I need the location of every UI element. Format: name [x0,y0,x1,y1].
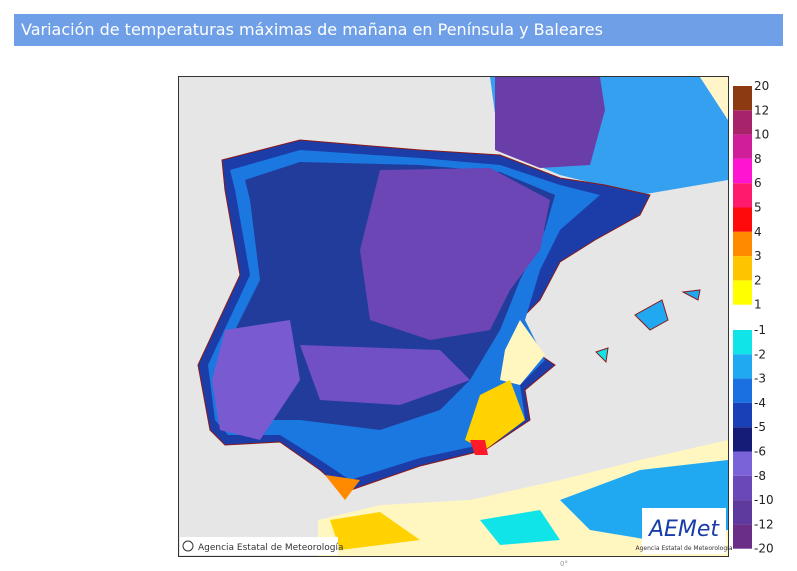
legend-label: 5 [754,201,762,215]
copyright-box: Agencia Estatal de Meteorología [180,537,344,555]
legend-swatch [733,207,752,232]
legend-label: 20 [754,79,769,93]
copyright: Agencia Estatal de Meteorología [198,543,344,553]
legend-label: -2 [754,347,766,361]
legend-swatch [733,86,752,111]
legend-swatch [733,158,752,184]
legend-swatch [733,256,752,281]
legend-label: -1 [754,323,766,337]
legend-swatch [733,330,752,355]
legend-label: 6 [754,176,762,190]
logo-text: AEMet [647,517,720,542]
logo-caption: Agencia Estatal de Meteorología [636,545,733,552]
legend-swatch [733,354,752,379]
legend-label: 8 [754,152,762,166]
legend-label: -5 [754,420,766,434]
legend-label: 10 [754,128,769,142]
legend-label: 1 [754,298,762,312]
legend-label: 2 [754,273,762,287]
legend-swatch [733,280,752,305]
legend-swatch [733,134,752,159]
france [490,77,728,195]
legend-label: -8 [754,469,766,483]
legend-label: -6 [754,445,766,459]
legend-label: -3 [754,372,766,386]
legend-swatch [733,378,752,403]
legend-label: -10 [754,493,774,507]
legend-label: 12 [754,103,769,117]
legend-swatch [733,451,752,476]
legend-label: 3 [754,249,762,263]
legend-swatch [733,427,752,452]
iberia [197,139,651,500]
balearic-islands [595,289,701,364]
africa [318,440,728,556]
legend-label: -4 [754,396,766,410]
legend-swatch [733,110,752,135]
meridian-label: 0° [560,560,568,568]
legend-swatch [733,231,752,257]
legend-swatch [733,402,752,428]
legend-swatch [733,500,752,525]
title-bar: Variación de temperaturas máximas de mañ… [14,14,783,46]
legend-label: 4 [754,225,762,239]
logo: AEMet Agencia Estatal de Meteorología [636,508,733,554]
legend-label: -20 [754,542,774,556]
legend-swatch [733,524,752,549]
legend-swatch [733,183,752,208]
legend-swatch [733,475,752,501]
legend: 20 12 10 8 6 5 4 3 2 1 -1 -2 -3 -4 -5 -6 -8 -10 -12 -20 [733,79,774,556]
legend-label: -12 [754,517,774,531]
